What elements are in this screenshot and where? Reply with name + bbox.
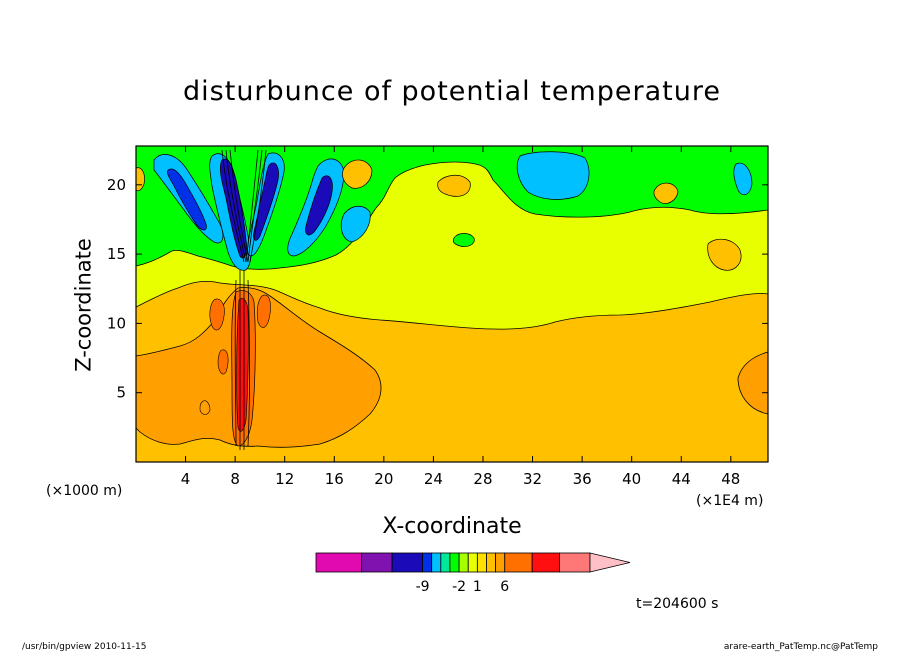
colorbar-tick-label: -2 xyxy=(452,579,466,595)
contour-fill-orange-cell-4 xyxy=(707,238,742,271)
plot-frame xyxy=(135,145,769,463)
colorbar-tick-label: 6 xyxy=(500,579,509,595)
colorbar-swatch xyxy=(531,552,560,573)
x-tick-label: 48 xyxy=(721,470,740,488)
x-unit-left: (×1000 m) xyxy=(46,483,123,499)
contour-fill-cyan-cell-1 xyxy=(516,151,590,200)
colorbar-swatch xyxy=(476,552,487,573)
colorbar-swatch xyxy=(440,552,451,573)
contour-fill-darkorange-cell xyxy=(199,400,211,415)
contour-fill-darkorange-right xyxy=(737,351,768,415)
contour-fill-red-core xyxy=(236,298,249,432)
y-tick-label: 20 xyxy=(107,176,126,194)
y-tick-label: 5 xyxy=(116,384,126,402)
colorbar-swatch xyxy=(422,552,433,573)
colorbar-swatch xyxy=(458,552,469,573)
contour-fill-orange-cell-1 xyxy=(342,159,373,189)
x-axis-label: X-coordinate xyxy=(382,514,522,539)
contour-fill-v-right-blue xyxy=(253,162,279,241)
colorbar-swatch xyxy=(495,552,506,573)
x-tick-label: 8 xyxy=(230,470,240,488)
colorbar-swatch xyxy=(361,552,393,573)
x-tick-label: 20 xyxy=(374,470,393,488)
x-tick-label: 12 xyxy=(275,470,294,488)
x-tick-label: 4 xyxy=(181,470,191,488)
colorbar-swatch xyxy=(449,552,460,573)
y-tick-label: 15 xyxy=(107,245,126,263)
colorbar-swatch xyxy=(315,552,363,573)
x-tick-label: 40 xyxy=(622,470,641,488)
x-tick-label: 44 xyxy=(672,470,691,488)
contour-fill-cyan-cell-2 xyxy=(733,162,753,196)
x-tick-label: 24 xyxy=(424,470,443,488)
chart-title: disturbunce of potential temperature xyxy=(183,76,721,107)
colorbar-swatch xyxy=(486,552,497,573)
x-unit-right: (×1E4 m) xyxy=(696,493,764,509)
colorbar-swatch xyxy=(559,552,591,573)
colorbar-swatch xyxy=(391,552,423,573)
contour-fill-green-cell xyxy=(452,233,475,247)
contour-fill-orange-cell-2 xyxy=(437,174,471,197)
footer-left: /usr/bin/gpview 2010-11-15 xyxy=(22,642,147,652)
footer-right: arare-earth_PatTemp.nc@PatTemp xyxy=(723,642,878,652)
y-axis-label: Z-coordinate xyxy=(71,238,96,372)
time-label: t=204600 s xyxy=(636,596,719,612)
x-tick-label: 32 xyxy=(523,470,542,488)
x-tick-label: 28 xyxy=(473,470,492,488)
contour-fill-orange-strands xyxy=(209,294,271,375)
contour-fill-cyan-cell-3 xyxy=(340,205,371,243)
contour-fill-blue-right xyxy=(305,175,333,236)
colorbar: -9 -2 1 6 xyxy=(315,552,631,595)
contour-fill-orange-cell-3 xyxy=(653,182,679,204)
x-tick-label: 36 xyxy=(573,470,592,488)
colorbar-swatch xyxy=(504,552,533,573)
colorbar-tick-label: -9 xyxy=(416,579,430,595)
colorbar-arrow xyxy=(589,552,631,573)
x-tick-label: 16 xyxy=(325,470,344,488)
contour-lines-core xyxy=(221,149,267,450)
contour-fill-blue-left xyxy=(167,168,207,231)
colorbar-swatch xyxy=(467,552,478,573)
colorbar-tick-label: 1 xyxy=(473,579,482,595)
colorbar-swatch xyxy=(431,552,442,573)
contour-plot xyxy=(136,146,768,462)
y-tick-label: 10 xyxy=(107,314,126,332)
